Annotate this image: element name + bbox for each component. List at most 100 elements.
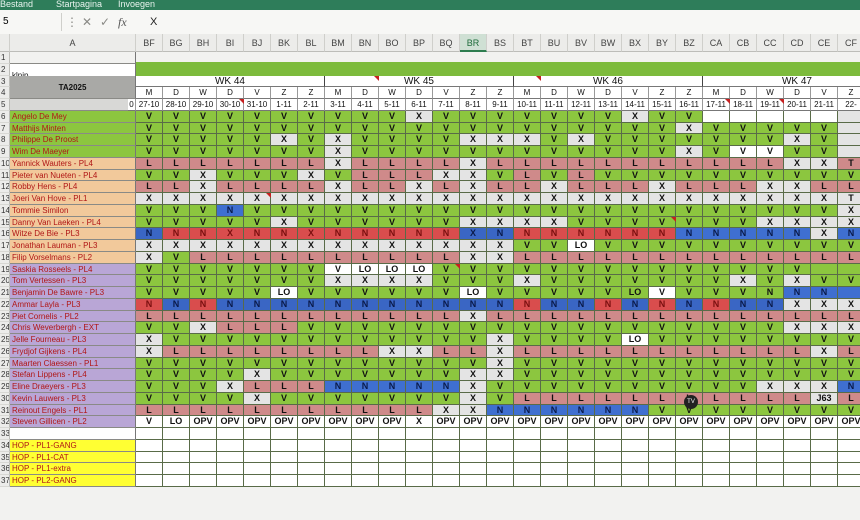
schedule-cell[interactable]: X (514, 134, 541, 146)
empty-cell[interactable] (271, 463, 298, 475)
schedule-cell[interactable]: V (352, 357, 379, 370)
schedule-cell[interactable]: X (217, 193, 244, 205)
empty-cell[interactable] (190, 451, 217, 464)
column-header[interactable]: CE (811, 34, 838, 52)
schedule-cell[interactable]: V (217, 134, 244, 146)
person-name[interactable]: Matthijs Minten (10, 122, 136, 135)
schedule-cell[interactable]: V (649, 134, 676, 146)
column-header[interactable]: BP (406, 34, 433, 52)
schedule-cell[interactable]: V (406, 216, 433, 229)
schedule-cell[interactable]: X (190, 240, 217, 252)
schedule-cell[interactable]: V (298, 134, 325, 146)
empty-cell[interactable] (271, 451, 298, 464)
empty-cell[interactable] (271, 439, 298, 452)
schedule-cell[interactable]: L (217, 322, 244, 334)
schedule-cell[interactable]: V (595, 204, 622, 217)
schedule-cell[interactable]: V (217, 122, 244, 135)
schedule-cell[interactable]: N (379, 228, 406, 240)
schedule-cell[interactable]: L (136, 310, 163, 323)
schedule-cell[interactable]: X (271, 134, 298, 146)
empty-cell[interactable] (190, 463, 217, 475)
empty-cell[interactable] (406, 428, 433, 440)
schedule-cell[interactable]: V (757, 122, 784, 135)
schedule-cell[interactable]: V (703, 204, 730, 217)
schedule-cell[interactable]: V (811, 204, 838, 217)
schedule-cell[interactable]: V (784, 204, 811, 217)
schedule-cell[interactable]: L (514, 345, 541, 358)
menu-item[interactable]: Invoegen (118, 0, 156, 9)
schedule-cell[interactable]: L (271, 310, 298, 323)
schedule-cell[interactable]: V (163, 275, 190, 287)
schedule-cell[interactable]: N (811, 287, 838, 299)
person-name[interactable]: Maarten Claessen - PL1 (10, 357, 136, 370)
empty-cell[interactable] (433, 439, 460, 452)
schedule-cell[interactable]: V (190, 334, 217, 346)
empty-cell[interactable] (433, 463, 460, 475)
schedule-cell[interactable]: V (784, 357, 811, 370)
column-header[interactable]: BU (541, 34, 568, 52)
schedule-cell[interactable]: L (838, 392, 860, 405)
schedule-cell[interactable]: V (730, 122, 757, 135)
empty-cell[interactable] (676, 428, 703, 440)
schedule-cell[interactable]: X (163, 240, 190, 252)
schedule-cell[interactable]: V (757, 146, 784, 158)
schedule-cell[interactable]: V (244, 334, 271, 346)
schedule-cell[interactable]: L (595, 181, 622, 193)
schedule-cell[interactable]: OPV (541, 416, 568, 428)
empty-cell[interactable] (379, 439, 406, 452)
schedule-cell[interactable]: V (352, 334, 379, 346)
schedule-cell[interactable] (838, 134, 860, 146)
empty-cell[interactable] (352, 475, 379, 487)
menu-item[interactable]: Startpagina (56, 0, 103, 9)
schedule-cell[interactable]: X (487, 357, 514, 370)
schedule-cell[interactable]: V (811, 134, 838, 146)
empty-cell[interactable] (136, 428, 163, 440)
schedule-cell[interactable]: L (433, 345, 460, 358)
schedule-cell[interactable]: V (622, 263, 649, 276)
schedule-cell[interactable]: V (622, 216, 649, 229)
empty-cell[interactable] (649, 463, 676, 475)
schedule-cell[interactable]: V (433, 334, 460, 346)
empty-cell[interactable] (622, 439, 649, 452)
schedule-cell[interactable]: OPV (217, 416, 244, 428)
schedule-cell[interactable] (703, 110, 730, 123)
schedule-cell[interactable]: V (298, 287, 325, 299)
schedule-cell[interactable]: L (811, 310, 838, 323)
empty-cell[interactable] (487, 475, 514, 487)
schedule-cell[interactable]: L (649, 310, 676, 323)
schedule-cell[interactable]: V (352, 287, 379, 299)
schedule-cell[interactable]: LO (622, 287, 649, 299)
schedule-cell[interactable]: V (838, 404, 860, 417)
schedule-cell[interactable]: OPV (352, 416, 379, 428)
schedule-cell[interactable]: V (325, 357, 352, 370)
schedule-cell[interactable]: V (622, 204, 649, 217)
schedule-cell[interactable]: V (622, 122, 649, 135)
schedule-cell[interactable]: OPV (730, 416, 757, 428)
row-header[interactable]: 16 (0, 228, 10, 240)
schedule-cell[interactable] (784, 110, 811, 123)
schedule-cell[interactable]: V (811, 404, 838, 417)
row-header[interactable]: 5 (0, 99, 10, 111)
empty-cell[interactable] (325, 428, 352, 440)
schedule-cell[interactable]: L (595, 392, 622, 405)
schedule-cell[interactable]: V (541, 357, 568, 370)
schedule-cell[interactable]: V (352, 369, 379, 381)
empty-cell[interactable] (244, 428, 271, 440)
schedule-cell[interactable]: X (217, 240, 244, 252)
schedule-cell[interactable]: L (352, 157, 379, 170)
schedule-cell[interactable]: V (541, 204, 568, 217)
schedule-cell[interactable]: X (676, 122, 703, 135)
schedule-cell[interactable]: V (460, 322, 487, 334)
schedule-cell[interactable]: V (487, 263, 514, 276)
schedule-cell[interactable]: L (379, 181, 406, 193)
schedule-cell[interactable]: V (352, 216, 379, 229)
schedule-cell[interactable]: V (433, 110, 460, 123)
empty-cell[interactable] (595, 475, 622, 487)
schedule-cell[interactable]: V (595, 110, 622, 123)
schedule-cell[interactable]: V (460, 357, 487, 370)
schedule-cell[interactable]: X (784, 381, 811, 393)
empty-cell[interactable] (541, 439, 568, 452)
schedule-cell[interactable]: V (514, 287, 541, 299)
row-header[interactable]: 7 (0, 122, 10, 135)
schedule-cell[interactable]: V (190, 110, 217, 123)
